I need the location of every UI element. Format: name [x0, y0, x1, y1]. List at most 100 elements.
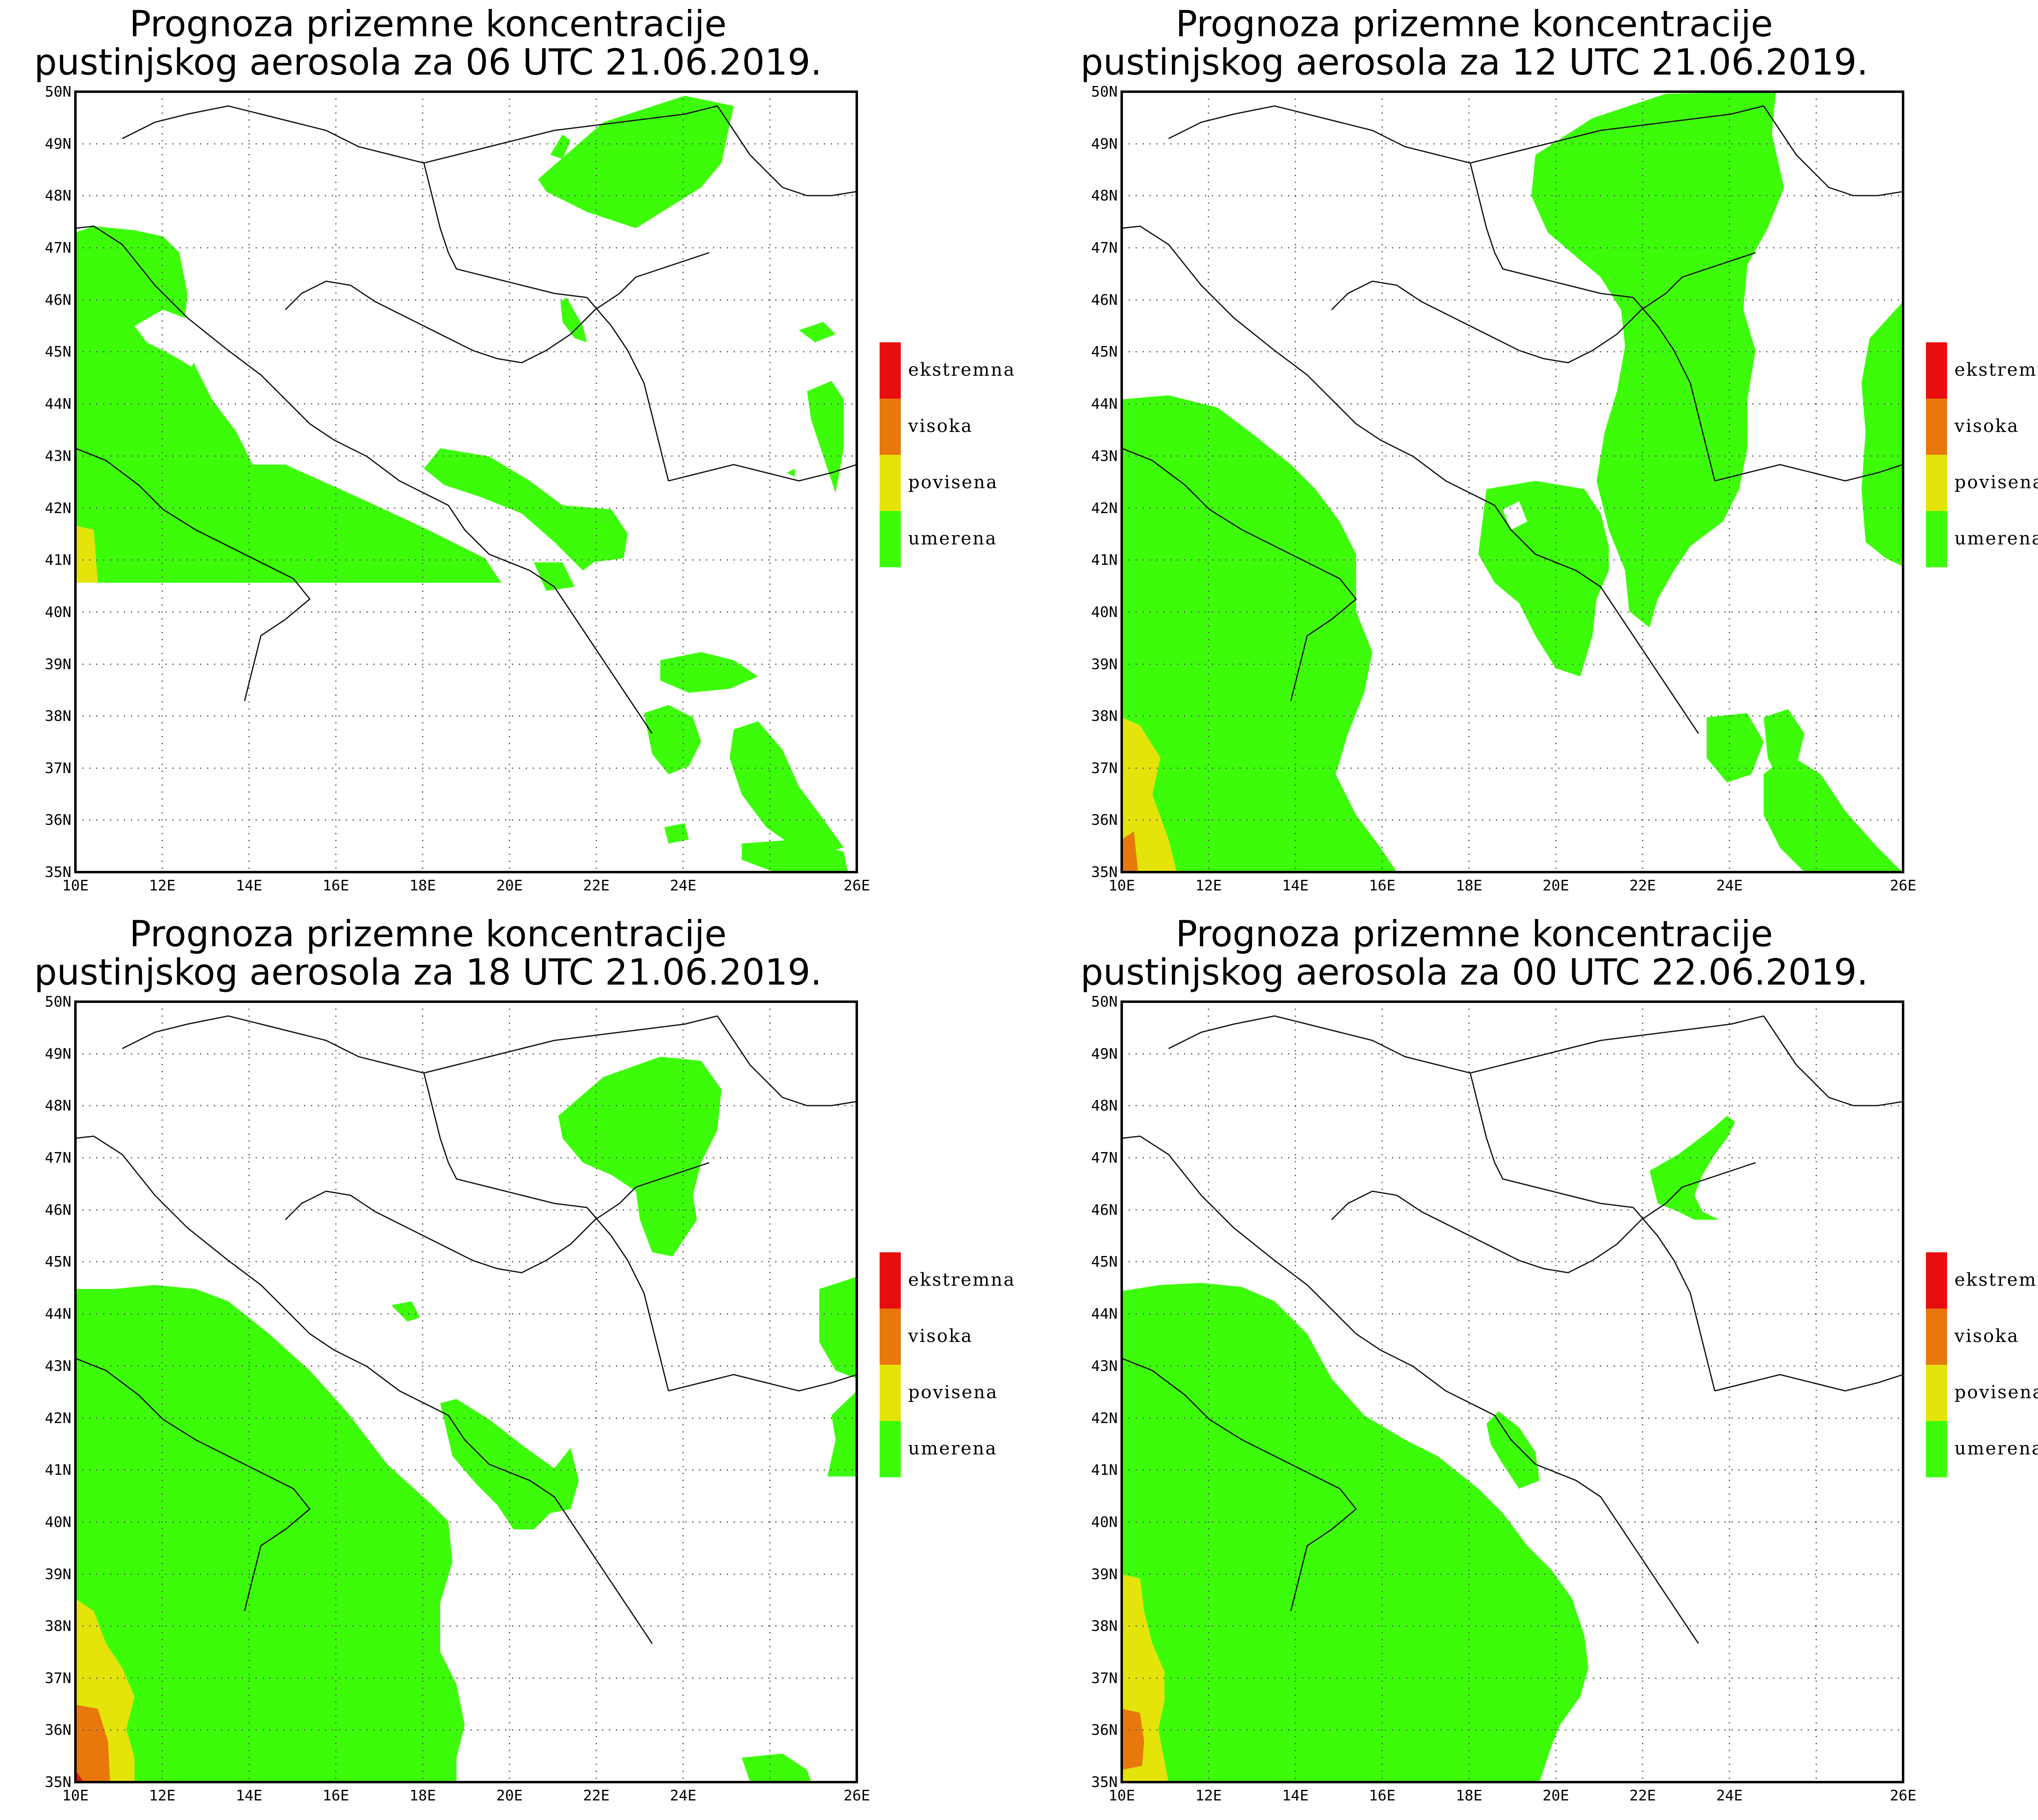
lat-tick-label: 47N [45, 1150, 71, 1166]
latitude-tick-labels: 35N 36N 37N 38N 39N 40N 41N 42N 43N 44N … [1091, 84, 1118, 881]
lat-tick-label: 45N [1091, 1254, 1118, 1270]
country-borders [1121, 1015, 1903, 1644]
lat-tick-label: 48N [1091, 1097, 1118, 1114]
legend-label: povisena [1954, 472, 2038, 493]
lon-tick-label: 22E [583, 877, 609, 894]
legend-swatch-umerena [880, 1421, 901, 1477]
lat-tick-label: 50N [1091, 84, 1118, 100]
legend-label: umerena [908, 528, 997, 549]
lat-tick-label: 40N [45, 604, 71, 621]
concentration-fill [1122, 1116, 1735, 1782]
latitude-tick-labels: 35N 36N 37N 38N 39N 40N 41N 42N 43N 44N … [45, 84, 71, 881]
lat-tick-label: 36N [45, 812, 71, 828]
lon-tick-label: 26E [1890, 877, 1916, 894]
lat-tick-label: 41N [1091, 1462, 1118, 1478]
lon-tick-label: 14E [236, 877, 262, 894]
lon-tick-label: 18E [409, 877, 436, 894]
legend: ekstremna visoka povisena umerena [880, 342, 1015, 567]
country-borders [75, 105, 857, 734]
lon-tick-label: 12E [149, 877, 175, 894]
legend-swatch-umerena [1926, 511, 1947, 567]
lat-tick-label: 48N [45, 1097, 71, 1114]
lon-tick-label: 22E [1629, 877, 1656, 894]
legend-swatch-umerena [880, 511, 901, 567]
lon-tick-label: 20E [1542, 877, 1569, 894]
panel-subtitle: pustinjskog aerosola za 06 UTC 21.06.201… [34, 41, 822, 83]
lat-tick-label: 43N [45, 1358, 71, 1375]
lat-tick-label: 46N [1091, 1202, 1118, 1218]
lat-tick-label: 36N [1091, 812, 1118, 828]
panel-subtitle: pustinjskog aerosola za 18 UTC 21.06.201… [34, 951, 822, 993]
legend-label: ekstremna [908, 1269, 1015, 1290]
lat-tick-label: 49N [45, 1046, 71, 1062]
lat-tick-label: 44N [45, 1306, 71, 1322]
lat-tick-label: 46N [1091, 292, 1118, 308]
longitude-tick-labels: 10E 12E 14E 16E 18E 20E 22E 24E 26E [62, 877, 870, 894]
lat-tick-label: 42N [45, 1410, 71, 1427]
lon-tick-label: 14E [236, 1787, 262, 1804]
panel-subtitle: pustinjskog aerosola za 00 UTC 22.06.201… [1080, 951, 1868, 993]
legend-label: visoka [1954, 1326, 2019, 1346]
map-frame [74, 90, 858, 873]
panel-title: Prognoza prizemne koncentracije [129, 3, 727, 45]
panel-title: Prognoza prizemne koncentracije [129, 913, 727, 955]
lat-tick-label: 50N [45, 84, 71, 100]
lat-tick-label: 47N [45, 240, 71, 256]
lat-tick-label: 43N [45, 448, 71, 465]
legend-swatch-povisena [880, 1365, 901, 1421]
forecast-panel-12utc: Prognoza prizemne koncentracije pustinjs… [1046, 0, 2038, 910]
lon-tick-label: 12E [149, 1787, 175, 1804]
lat-tick-label: 40N [1091, 604, 1118, 621]
lat-tick-label: 49N [45, 136, 71, 152]
lon-tick-label: 18E [409, 1787, 436, 1804]
lon-tick-label: 22E [1629, 1787, 1656, 1804]
country-borders [75, 1015, 857, 1644]
map-frame [74, 1000, 858, 1783]
concentration-fill [1122, 92, 1903, 872]
lat-tick-label: 35N [45, 864, 71, 881]
map-frame [1120, 1000, 1904, 1783]
lat-tick-label: 45N [45, 1254, 71, 1270]
lon-tick-label: 14E [1282, 1787, 1308, 1804]
lon-tick-label: 24E [670, 877, 696, 894]
lat-tick-label: 36N [45, 1722, 71, 1738]
forecast-map: 10E 12E 14E 16E 18E 20E 22E 24E 26E 35N … [45, 994, 1015, 1804]
lat-tick-label: 49N [1091, 136, 1118, 152]
lon-tick-label: 16E [1369, 1787, 1395, 1804]
lat-tick-label: 41N [45, 1462, 71, 1478]
longitude-tick-labels: 10E 12E 14E 16E 18E 20E 22E 24E 26E [62, 1787, 870, 1804]
legend-label: povisena [1954, 1382, 2038, 1403]
lon-tick-label: 16E [322, 1787, 349, 1804]
lat-tick-label: 35N [45, 1774, 71, 1791]
lat-tick-label: 37N [1091, 760, 1118, 777]
lon-tick-label: 10E [1108, 1787, 1135, 1804]
lon-tick-label: 26E [1890, 1787, 1916, 1804]
panel-title: Prognoza prizemne koncentracije [1176, 913, 1773, 955]
lat-tick-label: 39N [45, 1566, 71, 1583]
lat-tick-label: 48N [1091, 187, 1118, 204]
forecast-panel-18utc: Prognoza prizemne koncentracije pustinjs… [0, 910, 1046, 1820]
lat-tick-label: 42N [1091, 1410, 1118, 1427]
concentration-fill [75, 1057, 857, 1782]
lat-tick-label: 39N [1091, 656, 1118, 673]
lon-tick-label: 16E [1369, 877, 1395, 894]
legend-swatch-visoka [1926, 399, 1947, 455]
lon-tick-label: 24E [1716, 1787, 1742, 1804]
legend-label: ekstremna [908, 359, 1015, 380]
lon-tick-label: 18E [1456, 1787, 1482, 1804]
lat-tick-label: 50N [45, 994, 71, 1010]
lat-tick-label: 37N [45, 760, 71, 777]
legend-label: povisena [908, 1382, 998, 1403]
lat-tick-label: 47N [1091, 1150, 1118, 1166]
legend-swatch-ekstremna [1926, 342, 1947, 399]
legend-swatch-visoka [880, 1309, 901, 1365]
legend-swatch-ekstremna [880, 1252, 901, 1309]
lon-tick-label: 20E [496, 877, 523, 894]
lat-tick-label: 38N [45, 708, 71, 725]
legend-swatch-ekstremna [1926, 1252, 1947, 1309]
lat-tick-label: 49N [1091, 1046, 1118, 1062]
longitude-tick-labels: 10E 12E 14E 16E 18E 20E 22E 24E 26E [1108, 877, 1916, 894]
lat-tick-label: 37N [1091, 1670, 1118, 1687]
lat-tick-label: 38N [1091, 1618, 1118, 1635]
concentration-fill [75, 96, 848, 872]
